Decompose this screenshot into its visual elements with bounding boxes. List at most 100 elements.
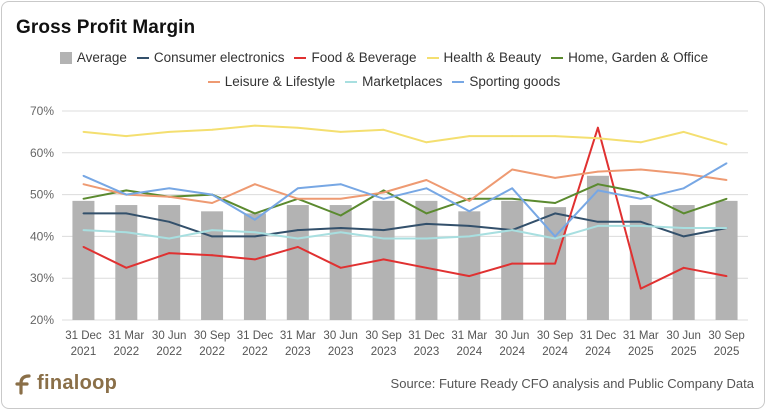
series-point xyxy=(168,195,171,198)
series-point xyxy=(339,231,342,234)
x-tick-label: 31 Mar xyxy=(280,330,316,342)
legend-label-leisure-lifestyle: Leisure & Lifestyle xyxy=(224,74,336,89)
series-point xyxy=(597,183,599,186)
series-point xyxy=(296,237,299,240)
series-point xyxy=(125,212,128,215)
series-point xyxy=(597,220,599,223)
legend-swatch-average xyxy=(59,51,72,64)
series-line-5 xyxy=(83,224,727,240)
series-line-0 xyxy=(83,212,727,238)
series-point xyxy=(554,212,556,215)
series-point xyxy=(168,237,171,240)
series-point xyxy=(511,187,514,190)
series-point xyxy=(211,128,213,131)
bar-average xyxy=(243,213,266,320)
series-point xyxy=(382,197,385,200)
series-point xyxy=(682,227,685,229)
x-tick-year: 2024 xyxy=(585,346,611,358)
series-point xyxy=(639,225,642,227)
x-tick-label: 31 Dec xyxy=(65,330,102,342)
series-point xyxy=(725,143,728,146)
series-point xyxy=(682,172,685,175)
series-point xyxy=(382,237,385,240)
series-point xyxy=(639,141,642,144)
series-point xyxy=(682,187,685,190)
series-point xyxy=(554,135,556,137)
series-point xyxy=(125,193,128,196)
x-tick-label: 30 Sep xyxy=(708,330,744,342)
series-point xyxy=(725,275,728,278)
legend-label-food-beverage: Food & Beverage xyxy=(311,50,417,65)
series-point xyxy=(468,135,471,137)
series-point xyxy=(125,231,128,234)
series-point xyxy=(468,235,471,238)
series-point xyxy=(511,168,514,171)
chart-title: Gross Profit Margin xyxy=(16,17,196,38)
series-point xyxy=(468,197,471,200)
legend-label-home-garden-office: Home, Garden & Office xyxy=(568,50,709,65)
legend-swatch-consumer-electronics xyxy=(136,56,149,59)
series-point xyxy=(725,197,728,200)
legend-swatch-food-beverage xyxy=(294,56,307,59)
series-point xyxy=(597,137,599,140)
legend-item-food-beverage: Food & Beverage xyxy=(294,50,417,65)
bar-average xyxy=(458,211,481,320)
legend-item-health-beauty: Health & Beauty xyxy=(426,50,541,65)
finaloop-wordmark: finaloop xyxy=(37,372,118,394)
series-point xyxy=(296,126,299,129)
series-point xyxy=(125,189,128,192)
series-line-1 xyxy=(82,126,727,290)
series-point xyxy=(296,197,299,200)
series-point xyxy=(254,258,256,261)
series-point xyxy=(468,275,471,278)
x-tick-label: 30 Jun xyxy=(152,330,187,342)
series-point xyxy=(296,187,299,190)
x-tick-label: 30 Sep xyxy=(194,330,230,342)
bar-average xyxy=(715,200,738,320)
series-point xyxy=(339,131,342,133)
bar-average xyxy=(629,205,652,320)
series-point xyxy=(425,179,428,181)
series-point xyxy=(211,202,213,204)
legend-label-average: Average xyxy=(76,50,127,65)
series-point xyxy=(168,187,171,190)
legend-swatch-home-garden-office xyxy=(551,56,564,59)
series-point xyxy=(296,229,299,232)
series-point xyxy=(425,222,428,225)
series-point xyxy=(339,197,342,200)
series-point xyxy=(82,229,85,232)
x-tick-year: 2023 xyxy=(285,346,311,358)
legend-item-home-garden-office: Home, Garden & Office xyxy=(551,50,708,65)
series-line-4 xyxy=(83,168,727,204)
x-tick-label: 30 Jun xyxy=(495,330,530,342)
legend-label-sporting-goods: Sporting goods xyxy=(469,74,561,89)
x-axis-ticks: 31 Dec 2021 31 Mar 2022 30 Jun 2022 30 Sep 2022… xyxy=(65,330,745,358)
series-point xyxy=(82,197,85,200)
series-point xyxy=(468,199,471,202)
series-lines xyxy=(82,124,728,290)
x-tick-year: 2025 xyxy=(671,346,697,358)
legend-label-marketplaces: Marketplaces xyxy=(362,74,443,89)
legend-swatch-leisure-lifestyle xyxy=(207,80,220,83)
y-tick-label: 60% xyxy=(30,146,54,160)
legend-swatch-health-beauty xyxy=(426,56,439,59)
legend-swatch-marketplaces xyxy=(345,80,358,83)
series-point xyxy=(382,128,385,131)
legend-row-1: Average Consumer electronics Food & Beve… xyxy=(0,50,768,65)
bar-average xyxy=(586,175,609,320)
x-tick-label: 30 Jun xyxy=(666,330,701,342)
legend-item-consumer-electronics: Consumer electronics xyxy=(136,50,284,65)
x-tick-label: 30 Sep xyxy=(365,330,401,342)
series-point xyxy=(382,191,385,194)
bar-average xyxy=(501,200,524,320)
x-tick-label: 31 Mar xyxy=(623,330,659,342)
x-tick-label: 31 Dec xyxy=(237,330,274,342)
series-point xyxy=(168,252,171,255)
series-point xyxy=(254,231,256,234)
series-point xyxy=(511,135,514,137)
series-point xyxy=(339,266,342,269)
legend-row-2: Leisure & Lifestyle Marketplaces Sportin… xyxy=(0,74,768,89)
x-tick-year: 2022 xyxy=(242,346,268,358)
x-tick-label: 31 Dec xyxy=(580,330,617,342)
series-point xyxy=(296,245,299,248)
